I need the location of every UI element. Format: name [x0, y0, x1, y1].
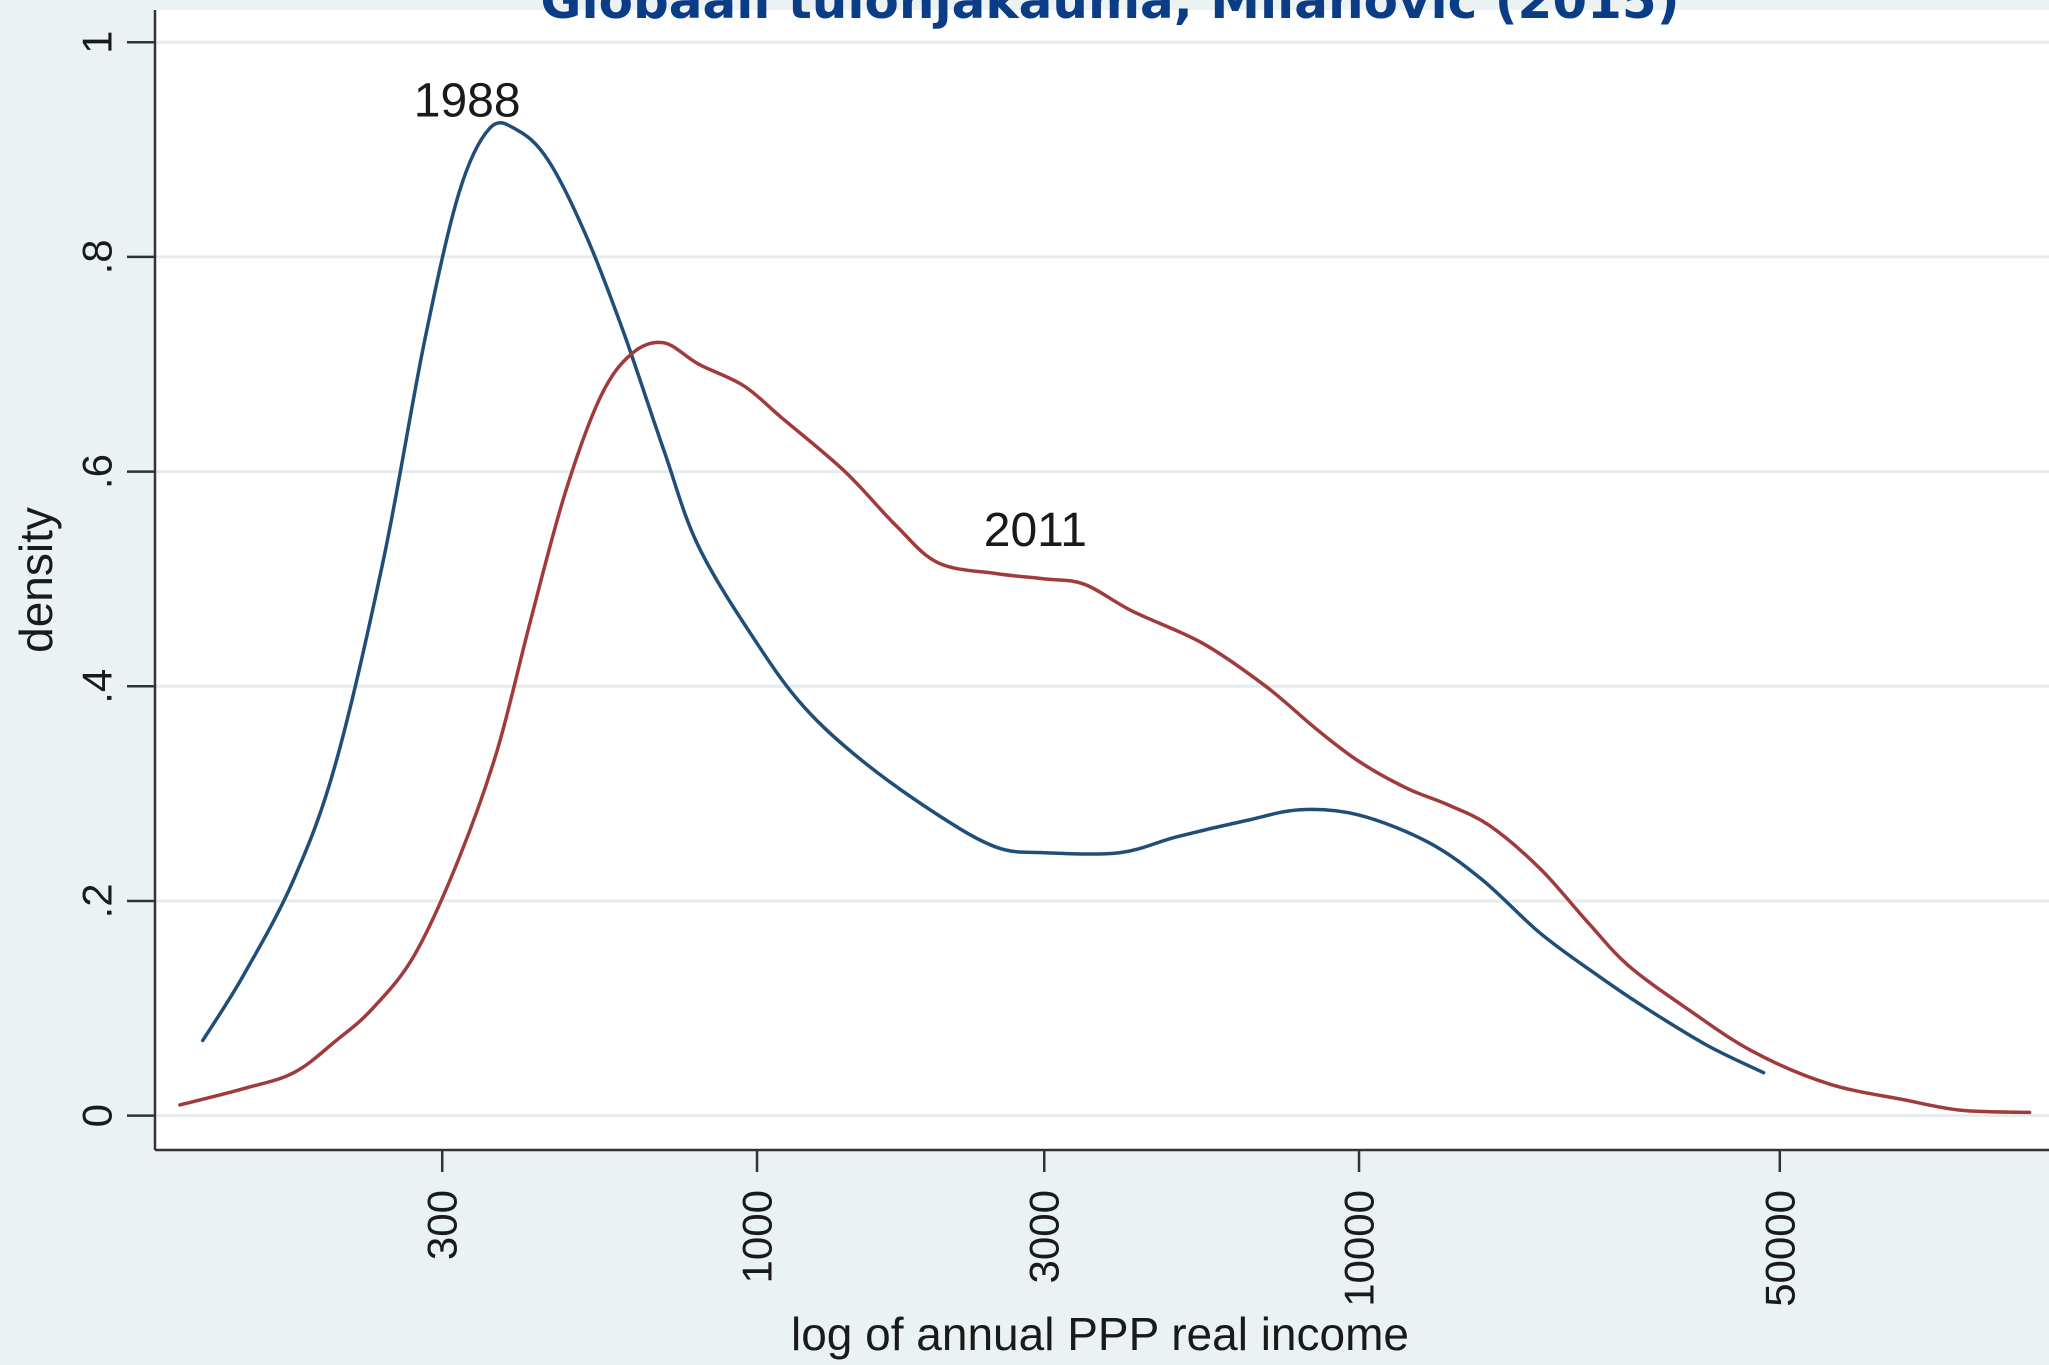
chart-title: Globaali tulonjakauma, Milanovic (2015): [540, 0, 1679, 30]
x-tick-label: 300: [419, 1190, 466, 1260]
x-tick-label: 50000: [1756, 1190, 1803, 1307]
y-tick-label: .6: [74, 454, 121, 489]
y-axis-title: density: [10, 507, 62, 653]
series-line-2011: [178, 340, 2032, 1115]
y-tick-label: 0: [74, 1104, 121, 1127]
plot-area: [155, 10, 2049, 1150]
series-annotation: 2011: [984, 504, 1087, 557]
y-tick-label: .8: [74, 239, 121, 274]
y-tick-label: 1: [74, 31, 121, 54]
series-annotation: 1988: [414, 75, 521, 128]
y-tick-label: .2: [74, 883, 121, 918]
x-tick-label: 10000: [1336, 1190, 1383, 1307]
y-tick-label: .4: [74, 669, 121, 704]
x-axis-title: log of annual PPP real income: [791, 1308, 1409, 1360]
x-tick-label: 3000: [1021, 1190, 1068, 1283]
x-tick-label: 1000: [734, 1190, 781, 1283]
series-line-1988: [200, 121, 1766, 1075]
